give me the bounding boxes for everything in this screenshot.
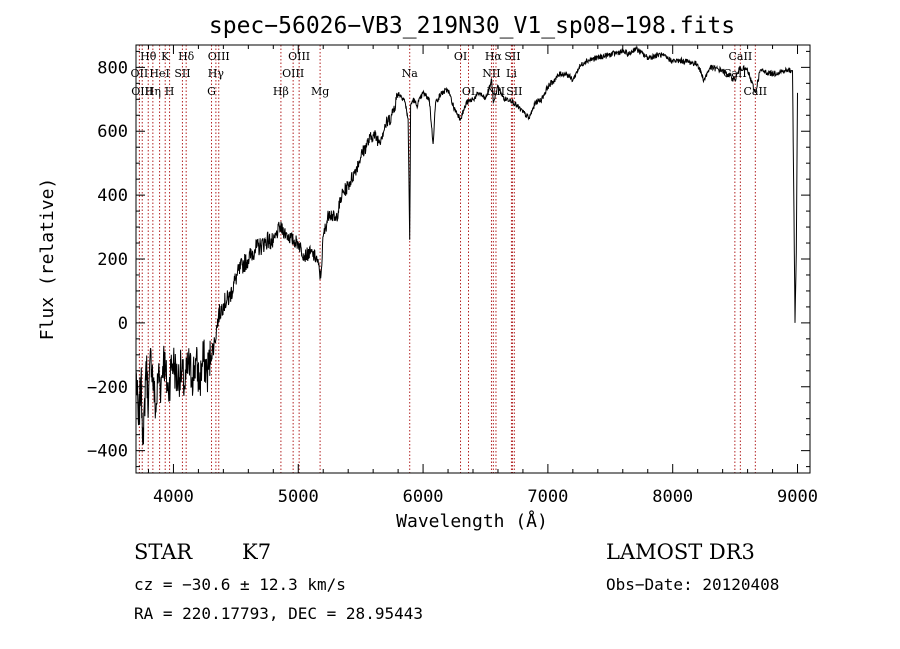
emission-line-labels: Hθ OII OIII K HeI Hη Hδ SII H OIII Hγ G OIII OIII Hβ Mg… [131, 50, 768, 98]
y-tick-label: −200 [87, 378, 128, 398]
line-label-13: OIII [282, 67, 304, 80]
line-label-10: Hγ [208, 67, 225, 80]
survey-name: LAMOST DR3 [606, 540, 755, 564]
line-label-14: Hβ [273, 85, 289, 98]
line-label-18: OI [462, 85, 475, 98]
redshift-info: cz = −30.6 ± 12.3 km/s [134, 575, 346, 594]
line-label-25: CaII [729, 50, 753, 63]
line-label-7: SII [174, 67, 190, 80]
line-label-16: Na [402, 67, 419, 80]
line-label-4: HeI [149, 67, 169, 80]
line-label-9: OIII [208, 50, 230, 63]
y-tick-label: 0 [118, 314, 128, 334]
plot-frame [135, 44, 811, 474]
line-label-19: Hα [485, 50, 503, 63]
x-tick-label: 4000 [153, 487, 194, 507]
x-axis-label: Wavelength (Å) [396, 510, 548, 532]
y-axis-label: Flux (relative) [37, 178, 58, 341]
y-tick-label: 800 [97, 58, 128, 78]
line-label-3: K [161, 50, 170, 63]
y-axis-ticks: −400 −200 0 200 400 600 800 [87, 50, 810, 468]
line-label-2: OIII [131, 85, 153, 98]
chart-title: spec−56026−VB3_219N30_V1_sp08−198.fits [209, 13, 735, 39]
line-label-21: NII [482, 67, 500, 80]
line-label-1: OII [131, 67, 149, 80]
emission-line-markers [138, 45, 756, 473]
y-tick-label: 400 [97, 186, 128, 206]
x-axis-ticks: 4000 5000 6000 7000 8000 9000 [147, 45, 818, 507]
line-label-5: Hη [145, 85, 161, 98]
object-class: STAR [134, 540, 193, 564]
x-tick-label: 9000 [777, 487, 818, 507]
line-label-23: NII [487, 85, 505, 98]
line-label-8: H [165, 85, 175, 98]
line-label-20: SII [504, 50, 520, 63]
spectrum-line [135, 45, 798, 446]
line-label-12: OIII [288, 50, 310, 63]
x-tick-label: 7000 [527, 487, 568, 507]
line-label-11: G [207, 85, 216, 98]
line-label-22: Li [506, 67, 517, 80]
y-tick-label: 600 [97, 122, 128, 142]
line-label-0: Hθ [140, 50, 157, 63]
line-label-15: Mg [311, 85, 329, 98]
line-label-24: SII [506, 85, 522, 98]
x-tick-label: 5000 [278, 487, 319, 507]
line-label-17: OI [454, 50, 467, 63]
x-tick-label: 8000 [652, 487, 693, 507]
y-tick-label: −400 [87, 442, 128, 462]
coordinates-info: RA = 220.17793, DEC = 28.95443 [134, 604, 423, 623]
y-tick-label: 200 [97, 250, 128, 270]
line-label-6: Hδ [178, 50, 195, 63]
x-tick-label: 6000 [403, 487, 444, 507]
observation-date: Obs−Date: 20120408 [606, 575, 779, 594]
object-subclass: K7 [242, 540, 271, 564]
